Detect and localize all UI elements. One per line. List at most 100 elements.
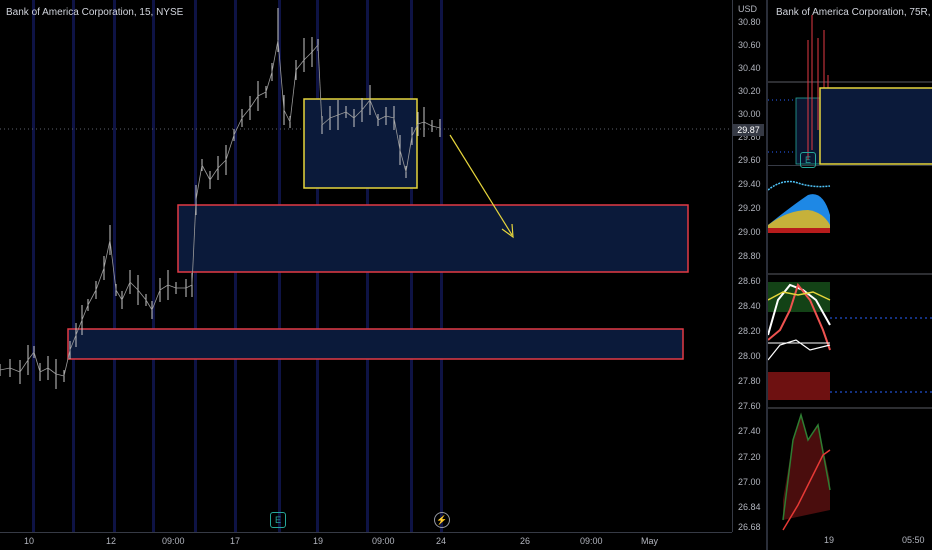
- price-path-segment: [69, 334, 77, 351]
- price-path-segment: [87, 289, 97, 306]
- price-path-segment: [283, 109, 291, 123]
- price-path-segment: [185, 284, 193, 289]
- price-tick: 27.00: [738, 477, 761, 487]
- price-path-segment: [329, 114, 339, 119]
- session-band: [32, 0, 35, 532]
- price-path-segment: [361, 99, 371, 111]
- price-path-segment: [151, 289, 161, 311]
- price-path-segment: [27, 351, 35, 361]
- time-tick: 09:00: [372, 536, 395, 546]
- price-path-segment: [39, 367, 49, 373]
- price-tick: 30.80: [738, 17, 761, 27]
- price-tick: 28.80: [738, 251, 761, 261]
- price-path-segment: [167, 284, 177, 289]
- price-path-segment: [257, 91, 267, 97]
- time-tick: 24: [436, 536, 447, 546]
- price-path-segment: [63, 349, 71, 377]
- price-tick: 30.60: [738, 40, 761, 50]
- main-chart-pane[interactable]: Bank of America Corporation, 15, NYSE E …: [0, 0, 766, 550]
- time-label-0550: 05:50: [902, 535, 925, 545]
- price-path-segment: [19, 359, 29, 373]
- price-path-segment: [265, 71, 273, 93]
- chart-title: Bank of America Corporation, 15, NYSE: [6, 7, 184, 18]
- price-tick: 29.60: [738, 155, 761, 165]
- time-tick: 09:00: [580, 536, 603, 546]
- time-axis[interactable]: 10 12 09:00 17 19 09:00 24 26 09:00 May: [0, 532, 732, 550]
- time-tick: 12: [106, 536, 117, 546]
- earnings-icon[interactable]: E: [270, 512, 286, 528]
- price-axis[interactable]: USD 30.80 30.60 30.40 30.20 30.00 29.80 29.60 2…: [732, 0, 766, 532]
- price-tick: 27.20: [738, 452, 761, 462]
- price-path-segment: [417, 121, 425, 125]
- time-tick: 19: [313, 536, 324, 546]
- price-tick: 28.20: [738, 326, 761, 336]
- price-path-segment: [129, 281, 139, 291]
- price-tick: 27.60: [738, 401, 761, 411]
- time-tick: May: [641, 536, 659, 546]
- secondary-chart-canvas[interactable]: [768, 0, 932, 550]
- price-path-segment: [103, 239, 111, 269]
- secondary-chart-title: Bank of America Corporation, 75R, N: [776, 7, 932, 18]
- price-tick: 29.20: [738, 203, 761, 213]
- price-path-segment: [295, 59, 305, 71]
- price-path-segment: [277, 39, 285, 111]
- price-path-segment: [241, 107, 251, 119]
- price-path-segment: [115, 289, 123, 301]
- price-tick: 27.40: [738, 426, 761, 436]
- price-path-segment: [0, 367, 11, 371]
- price-tick: 29.40: [738, 179, 761, 189]
- price-tick: 26.68: [738, 522, 761, 532]
- pane-divider[interactable]: [766, 0, 768, 550]
- session-band: [113, 0, 116, 532]
- price-path-segment: [191, 199, 197, 286]
- price-path-segment: [311, 44, 319, 53]
- price-path-segment: [423, 121, 433, 127]
- yellow-consolidation-box[interactable]: [303, 98, 418, 189]
- price-path-segment: [399, 149, 407, 173]
- price-path-segment: [431, 125, 441, 129]
- price-tick: 27.80: [738, 376, 761, 386]
- price-tick: 29.00: [738, 227, 761, 237]
- price-path-segment: [47, 367, 57, 375]
- price-path-segment: [55, 373, 65, 377]
- time-label-19: 19: [824, 535, 835, 545]
- session-band: [152, 0, 155, 532]
- yellow-box-secondary[interactable]: [819, 87, 932, 165]
- price-path-segment: [321, 117, 331, 126]
- price-path-segment: [81, 304, 89, 321]
- current-price-label: 29.87: [733, 124, 764, 136]
- earnings-icon-secondary[interactable]: E: [800, 152, 816, 168]
- red-zone-upper[interactable]: [177, 204, 689, 273]
- price-path-segment: [317, 44, 323, 126]
- price-path-segment: [233, 117, 243, 136]
- red-zone-lower[interactable]: [67, 328, 684, 360]
- price-path-segment: [145, 299, 153, 311]
- price-path-segment: [289, 69, 297, 123]
- price-path-segment: [303, 51, 313, 61]
- time-tick: 26: [520, 536, 531, 546]
- price-path-segment: [137, 289, 147, 301]
- price-tick: 30.40: [738, 63, 761, 73]
- price-path-segment: [393, 117, 401, 151]
- price-path-segment: [95, 267, 105, 291]
- price-path-segment: [195, 164, 203, 201]
- time-tick: 10: [24, 536, 35, 546]
- price-path-segment: [33, 351, 41, 373]
- price-path-segment: [225, 134, 235, 161]
- price-path-segment: [271, 39, 279, 73]
- price-path-segment: [405, 135, 413, 173]
- price-path-segment: [9, 367, 21, 373]
- time-tick: 09:00: [162, 536, 185, 546]
- main-chart-canvas[interactable]: [0, 0, 732, 532]
- price-path-segment: [209, 167, 219, 181]
- price-tick: 29.80: [738, 132, 761, 142]
- secondary-chart-pane[interactable]: Bank of America Corporation, 75R, N E 19…: [768, 0, 932, 550]
- price-tick: 30.00: [738, 109, 761, 119]
- price-path-segment: [249, 95, 259, 109]
- projection-arrow[interactable]: [449, 134, 514, 239]
- dividend-icon[interactable]: ⚡: [434, 512, 450, 528]
- price-path-segment: [385, 115, 395, 119]
- price-tick: 28.40: [738, 301, 761, 311]
- price-path-segment: [411, 123, 419, 137]
- price-path-segment: [377, 115, 387, 121]
